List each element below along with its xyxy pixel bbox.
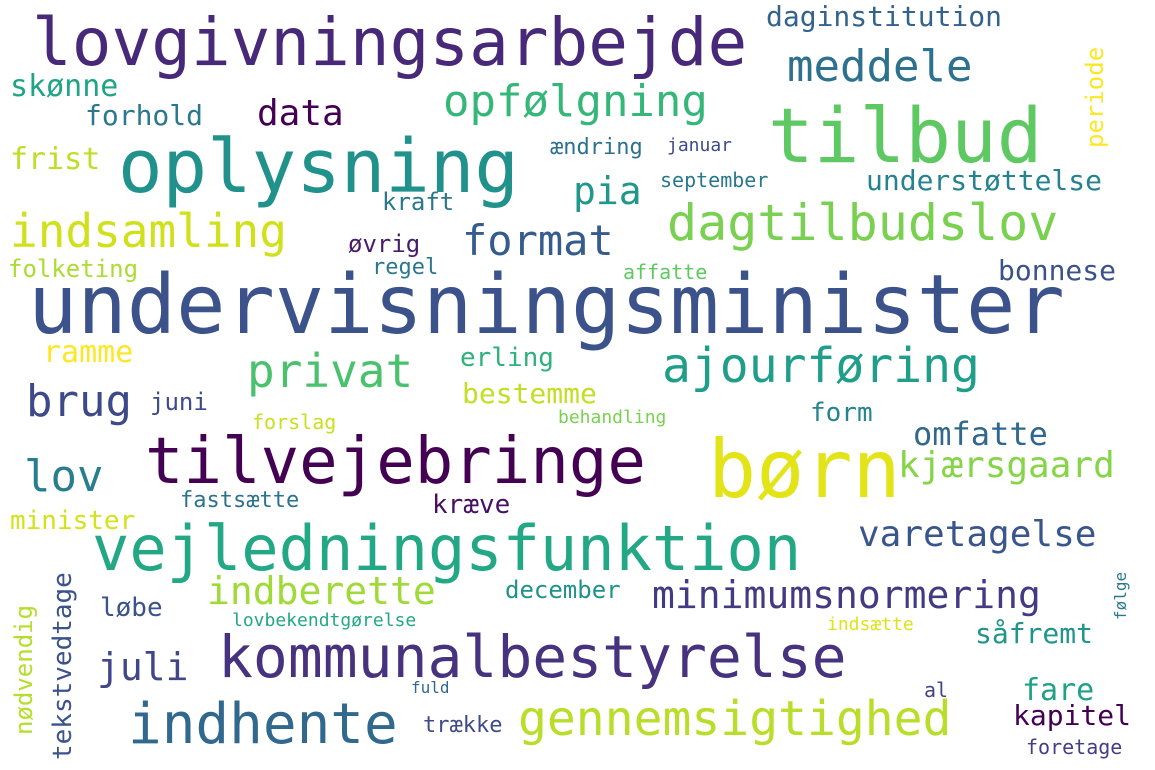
word-11: ajourføring <box>662 338 980 394</box>
word-63: tekstvedtage <box>48 572 78 760</box>
word-35: frist <box>10 142 101 177</box>
word-57: indsætte <box>827 614 914 635</box>
word-28: juli <box>97 645 189 689</box>
word-64: nødvendig <box>10 604 38 735</box>
word-37: minister <box>10 506 136 536</box>
word-14: meddele <box>787 41 973 92</box>
word-6: vejledningsfunktion <box>92 512 802 585</box>
word-22: understøttelse <box>866 164 1103 197</box>
word-16: format <box>462 216 614 265</box>
word-1: lovgivningsarbejde <box>32 4 748 81</box>
word-40: form <box>810 398 873 428</box>
word-33: skønne <box>10 69 119 104</box>
word-7: kommunalbestyrelse <box>218 623 847 691</box>
word-34: forhold <box>85 99 204 132</box>
word-19: indberette <box>207 569 436 613</box>
word-51: januar <box>667 135 733 156</box>
word-31: bestemme <box>462 377 597 410</box>
word-61: foretage <box>1026 735 1123 759</box>
word-56: lovbekendtgørelse <box>232 610 417 631</box>
word-10: dagtilbudslov <box>667 194 1059 252</box>
word-5: tilvejebringe <box>145 425 646 499</box>
word-23: data <box>257 93 344 134</box>
word-47: øvrig <box>348 230 421 258</box>
word-2: oplysning <box>118 124 519 210</box>
word-52: september <box>660 168 769 192</box>
word-59: al <box>924 678 949 702</box>
word-53: affatte <box>623 260 708 284</box>
word-38: fastsætte <box>180 488 300 513</box>
word-26: pia <box>573 169 642 213</box>
word-17: minimumsnormering <box>652 573 1041 617</box>
word-60: trække <box>423 713 503 738</box>
word-13: opfølgning <box>443 76 708 127</box>
word-65: følge <box>1111 571 1130 620</box>
word-42: løbe <box>100 593 163 623</box>
word-20: kjærsgaard <box>898 445 1115 486</box>
word-30: erling <box>460 343 554 373</box>
word-54: forslag <box>252 410 337 434</box>
word-4: børn <box>708 423 901 516</box>
word-27: omfatte <box>913 415 1048 453</box>
word-41: juni <box>150 388 208 416</box>
word-45: kapitel <box>1013 699 1132 732</box>
word-21: daginstitution <box>766 0 1003 33</box>
word-44: fare <box>1022 673 1095 708</box>
word-49: kraft <box>382 188 455 216</box>
word-25: lov <box>24 451 104 502</box>
word-48: regel <box>372 255 439 280</box>
word-3: tilbud <box>768 91 1043 180</box>
word-0: undervisningsminister <box>28 258 1065 353</box>
word-58: fuld <box>411 678 450 697</box>
word-12: indsamling <box>10 204 287 258</box>
word-18: varetagelse <box>858 514 1097 555</box>
word-46: december <box>505 576 621 604</box>
word-29: ramme <box>43 335 134 370</box>
word-9: gennemsigtighed <box>518 691 952 747</box>
word-24: brug <box>26 376 132 427</box>
word-15: privat <box>247 344 414 398</box>
word-32: bonnese <box>998 254 1117 287</box>
word-50: ændring <box>550 135 643 160</box>
word-62: periode <box>1081 46 1109 148</box>
word-43: såfremt <box>975 617 1094 650</box>
word-39: kræve <box>432 490 511 520</box>
word-36: folketing <box>8 255 139 283</box>
word-55: behandling <box>558 407 667 428</box>
word-8: indhente <box>128 692 398 757</box>
